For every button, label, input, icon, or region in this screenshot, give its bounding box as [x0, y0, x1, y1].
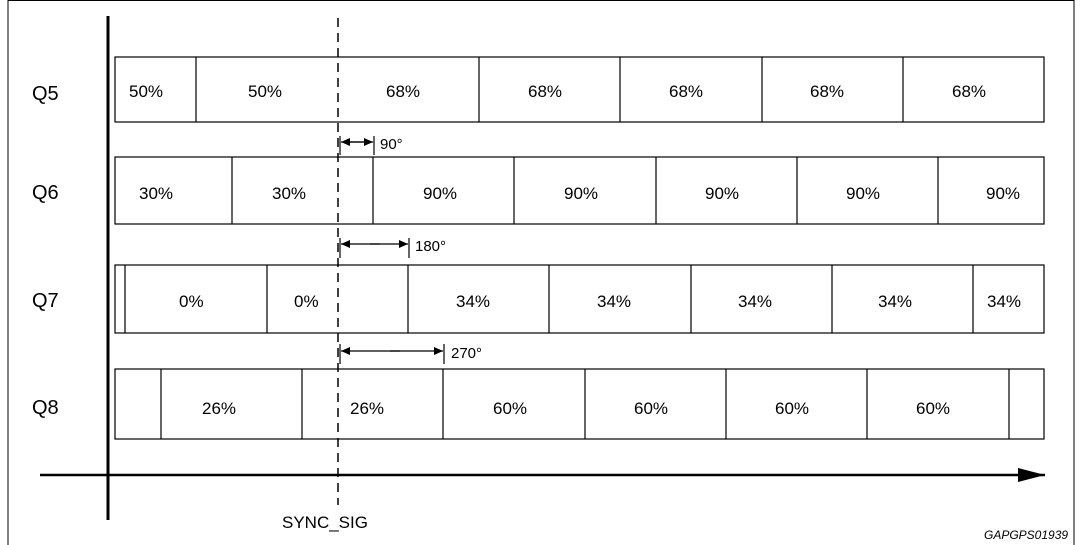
row-label-q7: Q7	[32, 290, 59, 312]
row-label-q6: Q6	[32, 182, 59, 204]
segment-label: 26%	[202, 399, 236, 418]
segment-label: 68%	[528, 82, 562, 101]
segment-label: 34%	[597, 292, 631, 311]
segment-label: 0%	[179, 292, 204, 311]
row-q7-frame	[114, 264, 1045, 334]
row-q8: 26% 26% 60% 60% 60% 60%	[114, 368, 1045, 440]
segment-label: 34%	[738, 292, 772, 311]
sync-sig-label: SYNC_SIG	[282, 513, 368, 532]
segment-label: 30%	[272, 184, 306, 203]
frame-border	[7, 0, 1075, 545]
figure-code: GAPGPS01939	[984, 528, 1068, 542]
segment-label: 50%	[129, 82, 163, 101]
segment-label: 60%	[493, 399, 527, 418]
segment-label: 90%	[705, 184, 739, 203]
segment-label: 68%	[669, 82, 703, 101]
segment-label: 0%	[294, 292, 319, 311]
segment-label: 26%	[350, 399, 384, 418]
row-q6: 30% 30% 90% 90% 90% 90% 90%	[114, 156, 1045, 225]
row-q5: 50% 50% 68% 68% 68% 68% 68%	[114, 56, 1045, 123]
segment-label: 30%	[139, 184, 173, 203]
row-q7: 0% 0% 34% 34% 34% 34% 34%	[114, 264, 1045, 334]
phase-marker-270: 270°	[339, 344, 482, 364]
segment-label: 90%	[423, 184, 457, 203]
segment-label: 60%	[634, 399, 668, 418]
phase-label-90: 90°	[380, 136, 403, 153]
row-q5-frame	[114, 56, 1045, 123]
phase-marker-90: 90°	[339, 136, 403, 155]
segment-label: 90%	[986, 184, 1020, 203]
segment-label: 60%	[775, 399, 809, 418]
segment-label: 34%	[987, 292, 1021, 311]
segment-label: 90%	[846, 184, 880, 203]
segment-label: 68%	[952, 82, 986, 101]
segment-label: 60%	[916, 399, 950, 418]
phase-label-180: 180°	[415, 238, 446, 255]
segment-label: 34%	[878, 292, 912, 311]
row-label-q8: Q8	[32, 397, 59, 419]
segment-label: 68%	[386, 82, 420, 101]
row-q6-frame	[114, 156, 1045, 225]
segment-label: 34%	[456, 292, 490, 311]
segment-label: 90%	[564, 184, 598, 203]
segment-label: 68%	[810, 82, 844, 101]
segment-label: 50%	[248, 82, 282, 101]
phase-label-270: 270°	[451, 345, 482, 362]
row-q8-frame	[114, 368, 1045, 440]
phase-marker-180: 180°	[339, 238, 446, 258]
row-label-q5: Q5	[32, 83, 59, 105]
